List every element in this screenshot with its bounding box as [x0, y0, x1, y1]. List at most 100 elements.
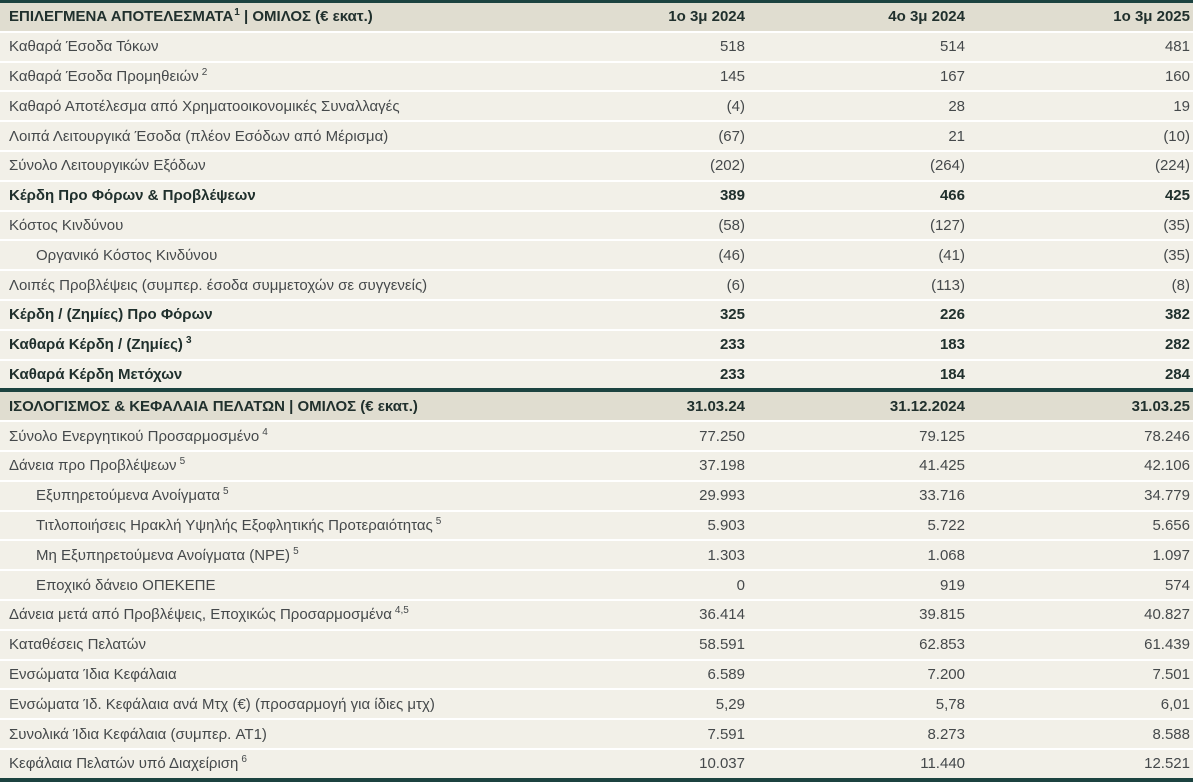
row-label-text: Σύνολο Λειτουργικών Εξόδων — [9, 157, 206, 175]
table-row: Τιτλοποιήσεις Ηρακλή Υψηλής Εξοφλητικής … — [0, 511, 1193, 540]
table-row: Σύνολο Ενεργητικού Προσαρμοσμένο 4 77.250 7… — [0, 422, 1193, 450]
table-row: Δάνεια μετά από Προβλέψεις, Εποχικώς Προ… — [0, 600, 1193, 629]
row-label: Κέρδη / (Ζημίες) Προ Φόρων — [0, 306, 548, 323]
row-label-text: Καθαρά Έσοδα Τόκων — [9, 38, 159, 56]
cell-value: 325 — [719, 306, 745, 324]
row-label-superscript: 6 — [241, 755, 247, 766]
cell-value: (224) — [1154, 157, 1190, 175]
row-label: Καθαρά Κέρδη Μετόχων — [0, 366, 548, 383]
table-row: Καθαρά Κέρδη Μετόχων 233 184 284 — [0, 360, 1193, 389]
section-header-row: ΙΣΟΛΟΓΙΣΜΟΣ & ΚΕΦΑΛΑΙΑ ΠΕΛΑΤΩΝ | ΟΜΙΛΟΣ … — [0, 392, 1193, 421]
cell-value: 184 — [939, 365, 965, 383]
cell-value: 919 — [939, 576, 965, 594]
column-header: 31.12.2024 — [889, 397, 965, 415]
cell-value: 1.097 — [1152, 546, 1190, 564]
cell-value: 1.068 — [927, 546, 965, 564]
row-label-superscript: 5 — [435, 516, 442, 527]
row-label: Κεφάλαια Πελατών υπό Διαχείριση 6 — [0, 755, 548, 772]
table-row: Λοιπές Προβλέψεις (συμπερ. έσοδα συμμετο… — [0, 271, 1193, 299]
table-row: Ενσώματα Ίδια Κεφάλαια 6.589 7.200 7.501 — [0, 660, 1193, 689]
table-row: Εξυπηρετούμενα Ανοίγματα 5 29.993 33.716 34.… — [0, 481, 1193, 510]
table-row: Καθαρό Αποτέλεσμα από Χρηματοοικονομικές… — [0, 92, 1193, 121]
table-row: Καθαρά Έσοδα Τόκων 518 514 481 — [0, 32, 1193, 61]
table-row: Σύνολο Λειτουργικών Εξόδων (202) (264) (224… — [0, 151, 1193, 180]
cell-value: (35) — [1163, 246, 1190, 264]
table-top-border — [0, 0, 1193, 3]
cell-value: 6,01 — [1160, 695, 1190, 713]
section-divider — [0, 388, 1193, 393]
cell-value: (127) — [929, 216, 965, 234]
column-header: 31.03.24 — [686, 397, 745, 415]
row-label: Λοιπές Προβλέψεις (συμπερ. έσοδα συμμετο… — [0, 277, 548, 294]
row-label: Δάνεια μετά από Προβλέψεις, Εποχικώς Προ… — [0, 606, 548, 623]
row-label-text: Ενσώματα Ίδ. Κεφάλαια ανά Μτχ (€) (προσα… — [9, 695, 435, 713]
row-label-text: Λοιπές Προβλέψεις (συμπερ. έσοδα συμμετο… — [9, 276, 428, 294]
row-label: Ενσώματα Ίδια Κεφάλαια — [0, 666, 548, 683]
row-label-superscript: 2 — [201, 67, 208, 78]
cell-value: 514 — [939, 38, 965, 56]
cell-value: 284 — [1164, 365, 1190, 383]
row-label: Καθαρά Κέρδη / (Ζημίες) 3 — [0, 336, 548, 353]
row-label: Τιτλοποιήσεις Ηρακλή Υψηλής Εξοφλητικής … — [0, 517, 548, 534]
row-label-text: Εξυπηρετούμενα Ανοίγματα — [36, 487, 221, 505]
row-label: Οργανικό Κόστος Κινδύνου — [0, 247, 548, 264]
cell-value: 167 — [939, 67, 965, 85]
row-label: Καθαρά Έσοδα Προμηθειών 2 — [0, 68, 548, 85]
row-label: Κέρδη Προ Φόρων & Προβλέψεων — [0, 187, 548, 204]
section-title-suffix: | ΟΜΙΛΟΣ (€ εκατ.) — [284, 397, 418, 415]
cell-value: 39.815 — [919, 606, 965, 624]
table-sections: ΕΠΙΛΕΓΜΕΝΑ ΑΠΟΤΕΛΕΣΜΑΤΑ1 | ΟΜΙΛΟΣ (€ εκα… — [0, 3, 1193, 782]
cell-value: 8.273 — [927, 725, 965, 743]
cell-value: 425 — [1164, 187, 1190, 205]
row-label-superscript: 3 — [185, 336, 192, 347]
cell-value: 6.589 — [707, 665, 745, 683]
row-label-superscript: 5 — [293, 546, 299, 557]
row-label-text: Δάνεια μετά από Προβλέψεις, Εποχικώς Προ… — [9, 606, 392, 624]
cell-value: 233 — [719, 365, 745, 383]
row-label-text: Κέρδη / (Ζημίες) Προ Φόρων — [9, 306, 213, 324]
table-row: Κεφάλαια Πελατών υπό Διαχείριση 6 10.037 11… — [0, 749, 1193, 778]
cell-value: 1.303 — [707, 546, 745, 564]
cell-value: 61.439 — [1144, 636, 1190, 654]
cell-value: 29.993 — [699, 487, 745, 505]
cell-value: (264) — [929, 157, 965, 175]
row-label-text: Τιτλοποιήσεις Ηρακλή Υψηλής Εξοφλητικής … — [36, 516, 433, 534]
cell-value: 12.521 — [1144, 755, 1190, 773]
section-title-superscript: 1 — [234, 8, 240, 19]
row-label-text: Δάνεια προ Προβλέψεων — [9, 457, 177, 475]
cell-value: 21 — [948, 127, 965, 145]
cell-value: 7.591 — [707, 725, 745, 743]
cell-value: 5.656 — [1152, 516, 1190, 534]
row-label-text: Καθαρό Αποτέλεσμα από Χρηματοοικονομικές… — [9, 97, 400, 115]
cell-value: 466 — [939, 187, 965, 205]
row-label-text: Ενσώματα Ίδια Κεφάλαια — [9, 665, 177, 683]
row-label: Καθαρό Αποτέλεσμα από Χρηματοοικονομικές… — [0, 98, 548, 115]
cell-value: 11.440 — [920, 755, 965, 773]
cell-value: 7.200 — [927, 665, 965, 683]
row-label-text: Οργανικό Κόστος Κινδύνου — [36, 246, 218, 264]
cell-value: (41) — [938, 246, 965, 264]
row-label: Εξυπηρετούμενα Ανοίγματα 5 — [0, 487, 548, 504]
cell-value: 58.591 — [699, 636, 745, 654]
row-label-text: Κεφάλαια Πελατών υπό Διαχείριση — [9, 755, 239, 773]
cell-value: 10.037 — [699, 755, 745, 773]
row-label-text: Καθαρά Κέρδη Μετόχων — [9, 365, 183, 383]
row-label-superscript: 5 — [223, 487, 229, 498]
cell-value: 0 — [736, 576, 745, 594]
row-label: Λοιπά Λειτουργικά Έσοδα (πλέον Εσόδων απ… — [0, 128, 548, 145]
cell-value: 62.853 — [919, 636, 965, 654]
cell-value: (4) — [726, 97, 745, 115]
row-label: Καταθέσεις Πελατών — [0, 636, 548, 653]
table-row: Καθαρά Έσοδα Προμηθειών 2 145 167 160 — [0, 62, 1193, 91]
cell-value: 5.722 — [927, 516, 965, 534]
cell-value: 77.250 — [699, 427, 745, 445]
section-title-text: ΕΠΙΛΕΓΜΕΝΑ ΑΠΟΤΕΛΕΣΜΑΤΑ — [9, 8, 234, 26]
cell-value: 42.106 — [1144, 457, 1190, 475]
row-label: Συνολικά Ίδια Κεφάλαια (συμπερ. AT1) — [0, 726, 548, 743]
cell-value: (67) — [718, 127, 745, 145]
cell-value: 40.827 — [1144, 606, 1190, 624]
row-label-text: Εποχικό δάνειο ΟΠΕΚΕΠΕ — [36, 576, 216, 594]
row-label-text: Καθαρά Κέρδη / (Ζημίες) — [9, 336, 183, 354]
cell-value: 78.246 — [1144, 427, 1190, 445]
cell-value: (113) — [931, 276, 965, 294]
